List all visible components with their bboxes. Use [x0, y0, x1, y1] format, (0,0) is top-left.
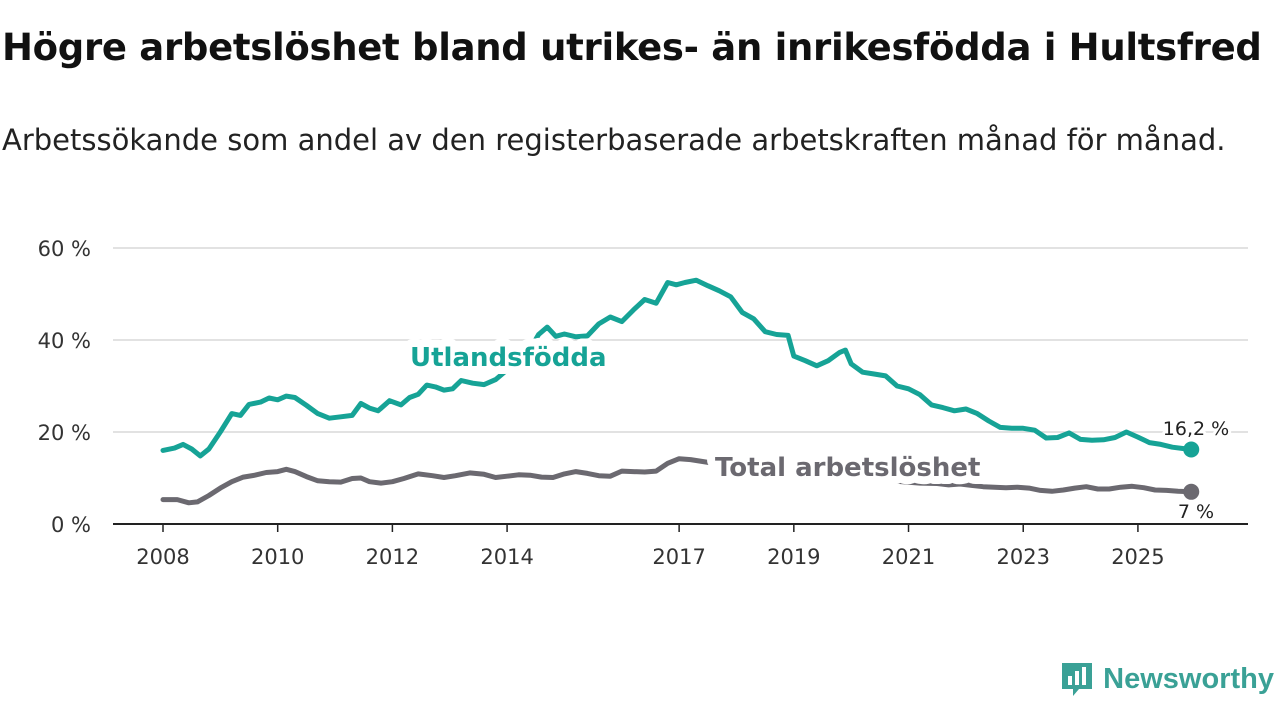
series-end-marker	[1183, 441, 1200, 458]
x-tick-label: 2023	[996, 545, 1049, 569]
series-label: Utlandsfödda	[410, 343, 607, 373]
x-tick-label: 2025	[1111, 545, 1164, 569]
y-tick-label: 60 %	[38, 237, 91, 261]
chart-title: Högre arbetslöshet bland utrikes- än inr…	[2, 26, 1262, 69]
x-tick-label: 2021	[882, 545, 935, 569]
series-line	[160, 277, 1194, 459]
series-line	[160, 456, 1194, 506]
newsworthy-logo: Newsworthy	[1059, 660, 1274, 698]
series-lines	[160, 277, 1200, 506]
x-tick-label: 2014	[480, 545, 533, 569]
x-tick-label: 2017	[652, 545, 705, 569]
y-tick-label: 20 %	[38, 421, 91, 445]
series-end-label: 7 %	[1178, 501, 1214, 523]
y-tick-label: 40 %	[38, 329, 91, 353]
newsworthy-logo-icon	[1062, 663, 1093, 696]
x-tick-label: 2019	[767, 545, 820, 569]
x-tick-label: 2008	[136, 545, 189, 569]
series-end-label-halo: 16,2 %	[1163, 418, 1229, 440]
series-end-label: 16,2 %	[1163, 418, 1229, 440]
x-tick-label: 2012	[366, 545, 419, 569]
x-tick-label: 2010	[251, 545, 304, 569]
chart-subtitle: Arbetssökande som andel av den registerb…	[2, 123, 1226, 157]
brand-name: Newsworthy	[1103, 662, 1274, 695]
series-end-marker	[1183, 483, 1200, 500]
axes: 0 % 20 % 40 % 60 % 2008 2010 2012 2014 2017 2019 2…	[38, 237, 1248, 569]
series-label: Total arbetslöshet	[715, 453, 980, 483]
series-end-label-halo: 7 %	[1178, 501, 1214, 523]
grid-lines	[113, 247, 1248, 433]
y-tick-label: 0 %	[51, 513, 91, 537]
